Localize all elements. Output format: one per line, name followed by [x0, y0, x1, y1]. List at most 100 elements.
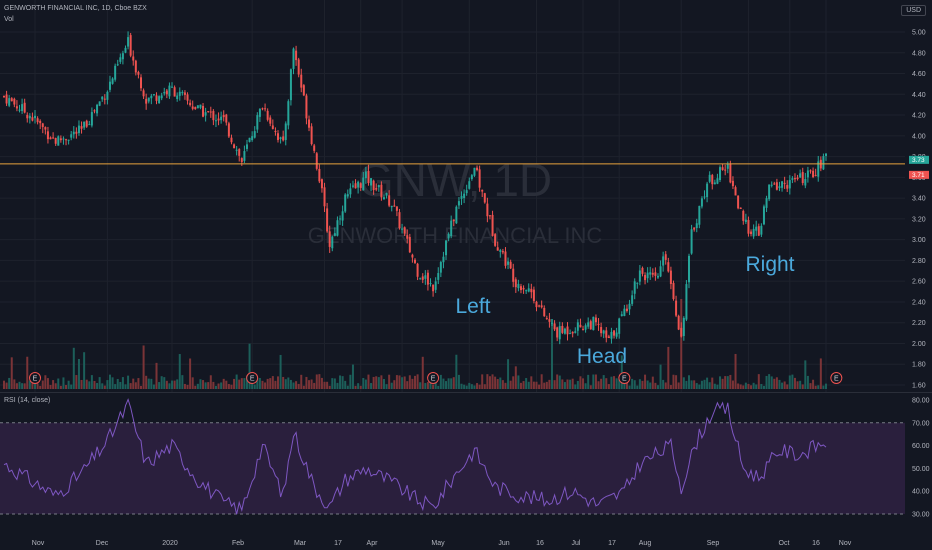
- currency-button[interactable]: USD: [901, 5, 926, 16]
- volume-bar: [116, 378, 119, 389]
- candle-body: [532, 289, 535, 301]
- volume-bar: [664, 382, 667, 389]
- candle-body: [664, 254, 667, 260]
- volume-bar: [390, 382, 393, 389]
- rsi-panel[interactable]: 80.00 70.00 60.00 50.00 40.00 30.00 RSI (14, …: [0, 393, 932, 531]
- price-badge-upper-text: 3.73: [912, 157, 925, 164]
- volume-label: Vol: [4, 16, 14, 23]
- candle-body: [592, 316, 595, 331]
- earnings-marker: E: [246, 372, 259, 384]
- volume-bar: [799, 380, 802, 389]
- price-tick-label: 2.60: [912, 279, 926, 286]
- candle-body: [150, 95, 153, 99]
- rsi-chart[interactable]: 80.00 70.00 60.00 50.00 40.00 30.00: [0, 393, 932, 531]
- candle-body: [594, 317, 597, 323]
- price-tick-label: 5.00: [912, 30, 926, 37]
- earnings-marker-circle: [618, 372, 631, 384]
- volume-bar: [698, 384, 701, 389]
- volume-bar: [437, 385, 440, 389]
- volume-bar: [261, 380, 264, 389]
- volume-bar: [3, 380, 5, 389]
- candle-body: [264, 108, 267, 110]
- volume-bar: [398, 375, 401, 389]
- rsi-tick-label: 50.00: [912, 466, 930, 473]
- candle-body: [615, 332, 618, 337]
- volume-bar: [659, 364, 662, 389]
- volume-bar: [274, 380, 277, 389]
- earnings-marker-label: E: [622, 376, 627, 383]
- candle-body: [483, 193, 486, 203]
- candle-body: [302, 85, 305, 96]
- candle-body: [757, 226, 760, 236]
- volume-bar: [315, 374, 318, 389]
- volume-bar: [755, 384, 758, 389]
- volume-bar: [357, 383, 360, 389]
- volume-bar: [773, 378, 776, 389]
- candle-body: [310, 126, 313, 145]
- volume-bar: [36, 383, 39, 389]
- candle-body: [59, 138, 62, 141]
- candle-body: [434, 281, 437, 290]
- volume-bar: [574, 384, 577, 389]
- volume-bar: [23, 383, 26, 389]
- volume-bar: [155, 362, 158, 389]
- volume-bar: [152, 384, 155, 389]
- price-panel[interactable]: GNW, 1D GENWORTH FINANCIAL INC E E E E E Left He…: [0, 0, 932, 392]
- volume-bar: [473, 385, 476, 389]
- earnings-marker-circle: [427, 372, 440, 384]
- price-badge-lower: 3.71: [909, 170, 929, 179]
- candle-body: [70, 134, 73, 138]
- volume-bar: [620, 355, 623, 389]
- volume-bar: [434, 379, 437, 389]
- volume-bar: [59, 385, 62, 389]
- volume-bar: [351, 364, 354, 389]
- candle-body: [507, 261, 510, 265]
- rsi-tick-label: 80.00: [912, 398, 930, 405]
- volume-bar: [535, 381, 538, 389]
- volume-bar: [292, 382, 295, 389]
- time-tick-label: Sep: [707, 540, 720, 547]
- candle-body: [178, 91, 181, 96]
- candle-body: [416, 263, 419, 277]
- candle-body: [602, 330, 605, 334]
- volume-bar: [757, 374, 760, 389]
- candle-body: [432, 284, 435, 292]
- price-chart[interactable]: GNW, 1D GENWORTH FINANCIAL INC E E E E E Left He…: [0, 0, 932, 392]
- candle-body: [739, 207, 742, 210]
- rsi-label: RSI (14, close): [4, 397, 51, 404]
- candle-body: [282, 136, 285, 141]
- candle-body: [220, 116, 223, 121]
- volume-bar: [137, 378, 140, 389]
- volume-bar: [111, 377, 114, 389]
- volume-bar: [52, 380, 55, 389]
- candle-body: [540, 305, 543, 308]
- pane-divider[interactable]: [0, 392, 932, 393]
- candle-body: [768, 184, 771, 200]
- price-tick-label: 2.40: [912, 299, 926, 306]
- candle-body: [62, 138, 65, 140]
- earnings-marker-label: E: [33, 376, 38, 383]
- candle-body: [731, 180, 734, 187]
- volume-bar: [85, 379, 88, 389]
- volume-bar: [220, 382, 223, 389]
- candle-body: [85, 120, 88, 127]
- time-tick-label: 16: [812, 540, 820, 547]
- volume-bar: [233, 378, 236, 389]
- candle-body: [755, 226, 758, 231]
- candle-body: [194, 107, 197, 110]
- candle-body: [274, 130, 277, 132]
- volume-bar: [93, 380, 96, 389]
- candle-body: [551, 322, 553, 324]
- candle-body: [504, 251, 507, 266]
- candle-body: [512, 268, 515, 282]
- candle-body: [44, 127, 47, 130]
- volume-bar: [225, 380, 228, 389]
- volume-bar: [651, 376, 654, 389]
- time-axis[interactable]: Nov Dec 2020 Feb Mar 17 Apr May Jun 16 Jul 17 Aug Sep…: [0, 531, 932, 550]
- rsi-tick-label: 60.00: [912, 443, 930, 450]
- candle-body: [80, 126, 83, 129]
- candle-body: [168, 85, 171, 97]
- volume-bar: [375, 376, 378, 389]
- volume-bar: [83, 352, 86, 389]
- candle-body: [494, 234, 497, 246]
